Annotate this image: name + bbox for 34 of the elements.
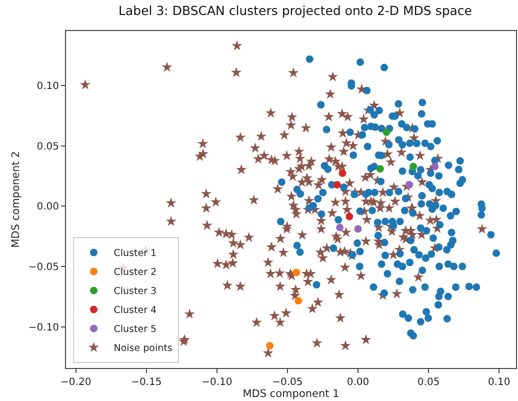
x-tick-label: −0.10 [202, 377, 232, 388]
x-tick-label: 0.05 [417, 377, 440, 388]
legend-label: Cluster 5 [114, 324, 157, 336]
y-tick-label: −0.10 [28, 322, 59, 334]
y-tick-label: 0.00 [36, 202, 59, 213]
x-tick-label: −0.20 [60, 377, 92, 388]
point [338, 169, 346, 177]
point [294, 296, 302, 304]
y-tick-label: 0.10 [36, 80, 59, 92]
x-tick-label: 0.10 [488, 377, 510, 388]
point [431, 162, 439, 170]
legend-label: Cluster 2 [114, 267, 157, 278]
point [354, 225, 362, 233]
point [376, 165, 384, 173]
point [382, 128, 390, 136]
y-axis-title: MDS component 2 [10, 151, 22, 248]
legend-label: Cluster 4 [114, 305, 157, 316]
point [292, 268, 300, 276]
legend-label: Cluster 1 [114, 248, 157, 260]
x-axis-title: MDS component 1 [242, 388, 340, 400]
point [266, 342, 274, 350]
x-tick-label: −0.15 [131, 377, 162, 388]
point [410, 162, 418, 170]
chart-title: Label 3: DBSCAN clusters projected onto 2-D MDS space [118, 2, 472, 18]
point [336, 224, 344, 232]
point [346, 212, 354, 220]
point [333, 181, 341, 189]
x-tick-label: −0.05 [272, 377, 303, 388]
y-tick-label: 0.05 [36, 141, 59, 152]
point [406, 181, 414, 189]
legend-label: Cluster 3 [114, 286, 157, 298]
x-tick-label: 0.00 [346, 377, 370, 388]
legend-label: Noise points [114, 343, 172, 354]
y-tick-label: −0.05 [28, 262, 59, 274]
